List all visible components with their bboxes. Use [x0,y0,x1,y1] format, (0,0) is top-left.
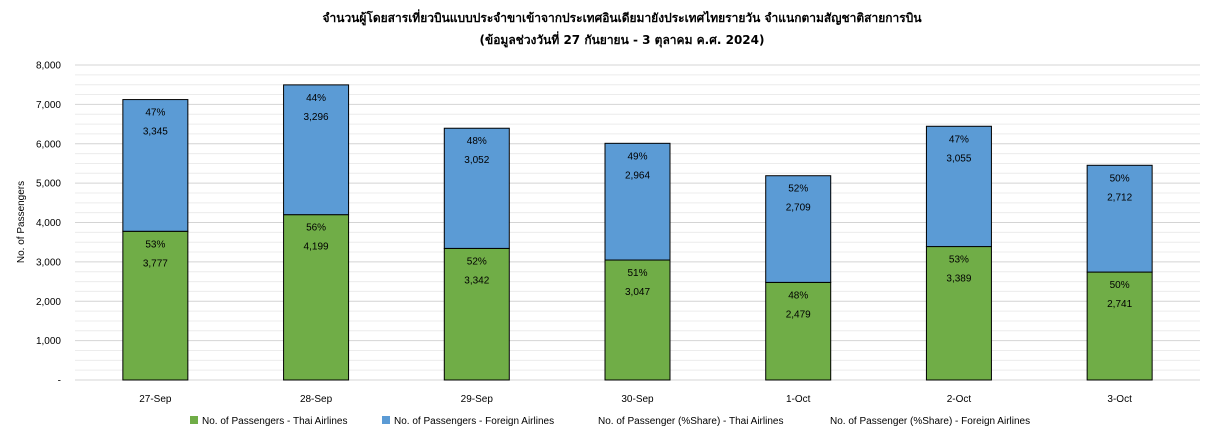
label-thai-passengers: 2,741 [1107,299,1132,310]
label-thai-passengers: 3,342 [464,275,489,286]
label-foreign-share: 44% [306,93,326,104]
bar-foreign-airlines [122,99,189,232]
label-thai-share: 56% [306,223,326,234]
label-foreign-passengers: 3,296 [304,112,329,123]
bar-foreign-airlines [283,84,350,216]
y-tick-label: 4,000 [36,218,61,229]
label-thai-share: 51% [627,268,647,279]
label-foreign-share: 47% [949,134,969,145]
label-foreign-share: 48% [467,136,487,147]
y-tick-label: 5,000 [36,179,61,190]
x-tick-label: 29-Sep [461,394,494,405]
label-thai-passengers: 3,389 [946,274,971,285]
bar-thai-airlines [1086,271,1153,381]
label-foreign-passengers: 2,712 [1107,192,1132,203]
label-foreign-share: 50% [1110,173,1130,184]
label-foreign-passengers: 3,055 [946,153,971,164]
x-tick-label: 30-Sep [621,394,654,405]
y-tick-label: 3,000 [36,257,61,268]
bar-thai-airlines [925,246,992,381]
chart-title: จำนวนผู้โดยสารเที่ยวบินแบบประจำขาเข้าจาก… [322,9,922,26]
data-labels: 53% 3,777 47% 3,345 56% 4,199 44% 3,296 52% 3,342… [143,93,1133,321]
legend-entry: No. of Passenger (%Share) - Foreign Airl… [830,416,1030,427]
label-foreign-passengers: 3,345 [143,127,168,138]
bar-foreign-airlines [1086,164,1153,273]
x-axis-ticks: 27-Sep 28-Sep 29-Sep 30-Sep 1-Oct 2-Oct 3-Oct [139,394,1132,405]
x-tick-label: 27-Sep [139,394,172,405]
label-thai-share: 52% [467,256,487,267]
legend: No. of Passengers - Thai Airlines No. of … [190,416,1030,427]
label-foreign-passengers: 2,964 [625,170,650,181]
label-thai-share: 53% [145,239,165,250]
bar-foreign-airlines [604,142,671,261]
y-tick-label: - [58,376,61,387]
y-tick-label: 1,000 [36,336,61,347]
bar-thai-airlines [283,214,350,381]
bar-thai-airlines [604,259,671,381]
y-tick-label: 2,000 [36,297,61,308]
label-foreign-passengers: 2,709 [786,203,811,214]
y-tick-label: 8,000 [36,61,61,72]
bar-foreign-airlines [765,175,832,283]
x-tick-label: 28-Sep [300,394,333,405]
label-foreign-share: 52% [788,184,808,195]
label-foreign-share: 47% [145,108,165,119]
legend-swatch [382,416,390,424]
legend-entry: No. of Passenger (%Share) - Thai Airline… [598,416,783,427]
y-tick-label: 6,000 [36,139,61,150]
label-thai-passengers: 3,777 [143,258,168,269]
label-thai-passengers: 3,047 [625,287,650,298]
bar-foreign-airlines [443,127,510,249]
label-foreign-share: 49% [627,151,647,162]
label-foreign-passengers: 3,052 [464,155,489,166]
x-tick-label: 3-Oct [1107,394,1132,405]
bar-thai-airlines [443,247,510,381]
y-axis-title: No. of Passengers [16,181,27,263]
x-tick-label: 1-Oct [786,394,811,405]
bar-thai-airlines [765,281,832,381]
legend-swatch [190,416,198,424]
legend-entry: No. of Passengers - Thai Airlines [202,416,347,427]
y-axis-ticks: - 1,000 2,000 3,000 4,000 5,000 6,000 7,000 8,00… [36,61,61,387]
label-thai-share: 48% [788,290,808,301]
legend-entry: No. of Passengers - Foreign Airlines [394,416,554,427]
label-thai-passengers: 4,199 [304,242,329,253]
label-thai-share: 53% [949,255,969,266]
chart-subtitle: (ข้อมูลช่วงวันที่ 27 กันยายน - 3 ตุลาคม … [480,31,765,48]
bars [122,84,1153,381]
bar-foreign-airlines [925,125,992,248]
label-thai-passengers: 2,479 [786,309,811,320]
x-tick-label: 2-Oct [947,394,972,405]
y-tick-label: 7,000 [36,100,61,111]
bar-thai-airlines [122,230,189,381]
label-thai-share: 50% [1110,280,1130,291]
